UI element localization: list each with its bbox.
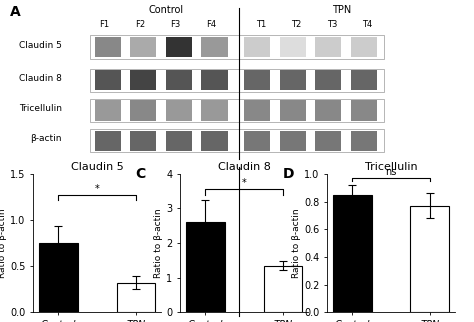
Text: T4: T4	[362, 20, 373, 29]
Bar	[166, 37, 192, 57]
Bar	[315, 131, 341, 151]
Text: F2: F2	[135, 20, 145, 29]
Bar	[130, 37, 156, 57]
Text: Control: Control	[148, 5, 183, 15]
Bar	[130, 100, 156, 120]
Bar	[351, 37, 377, 57]
Bar	[95, 131, 121, 151]
Bar	[90, 35, 384, 59]
Title: Claudin 8: Claudin 8	[218, 162, 271, 172]
Bar	[166, 131, 192, 151]
Title: Claudin 5: Claudin 5	[71, 162, 124, 172]
Bar	[186, 223, 225, 312]
Text: T2: T2	[291, 20, 301, 29]
Text: C: C	[136, 167, 146, 181]
Bar	[315, 100, 341, 120]
Bar	[333, 194, 372, 312]
Bar	[280, 131, 306, 151]
Bar	[166, 70, 192, 90]
Bar	[264, 266, 302, 312]
Text: Claudin 8: Claudin 8	[19, 74, 62, 83]
Bar	[315, 70, 341, 90]
Text: F4: F4	[206, 20, 216, 29]
Text: A: A	[9, 5, 20, 19]
Text: β-actin: β-actin	[30, 135, 62, 144]
Bar	[166, 100, 192, 120]
Y-axis label: Ratio to β-actin: Ratio to β-actin	[155, 208, 164, 278]
Bar	[90, 99, 384, 122]
Bar	[351, 131, 377, 151]
Bar	[244, 37, 270, 57]
Bar	[315, 37, 341, 57]
Bar	[90, 129, 384, 152]
Y-axis label: Ratio to β-actin: Ratio to β-actin	[0, 208, 8, 278]
Title: Tricellulin: Tricellulin	[365, 162, 418, 172]
Text: TPN: TPN	[332, 5, 351, 15]
Y-axis label: Ratio to β-actin: Ratio to β-actin	[292, 208, 301, 278]
Bar	[130, 70, 156, 90]
Bar	[280, 100, 306, 120]
Text: Claudin 5: Claudin 5	[19, 41, 62, 50]
Text: ns: ns	[385, 167, 397, 177]
Bar	[351, 100, 377, 120]
Text: T3: T3	[327, 20, 337, 29]
Text: F3: F3	[170, 20, 181, 29]
Bar	[201, 37, 228, 57]
Bar	[410, 206, 449, 312]
Bar	[130, 131, 156, 151]
Bar	[201, 131, 228, 151]
Bar	[351, 70, 377, 90]
Bar	[117, 283, 155, 312]
Bar	[95, 37, 121, 57]
Bar	[201, 100, 228, 120]
Text: F1: F1	[99, 20, 109, 29]
Text: D: D	[282, 167, 294, 181]
Bar	[244, 70, 270, 90]
Text: *: *	[242, 178, 246, 188]
Bar	[244, 131, 270, 151]
Text: *: *	[95, 184, 100, 194]
Bar	[39, 243, 78, 312]
Text: Tricellulin: Tricellulin	[18, 104, 62, 113]
Bar	[90, 69, 384, 92]
Bar	[201, 70, 228, 90]
Bar	[280, 37, 306, 57]
Bar	[280, 70, 306, 90]
Bar	[95, 70, 121, 90]
Bar	[95, 100, 121, 120]
Bar	[244, 100, 270, 120]
Text: T1: T1	[255, 20, 266, 29]
